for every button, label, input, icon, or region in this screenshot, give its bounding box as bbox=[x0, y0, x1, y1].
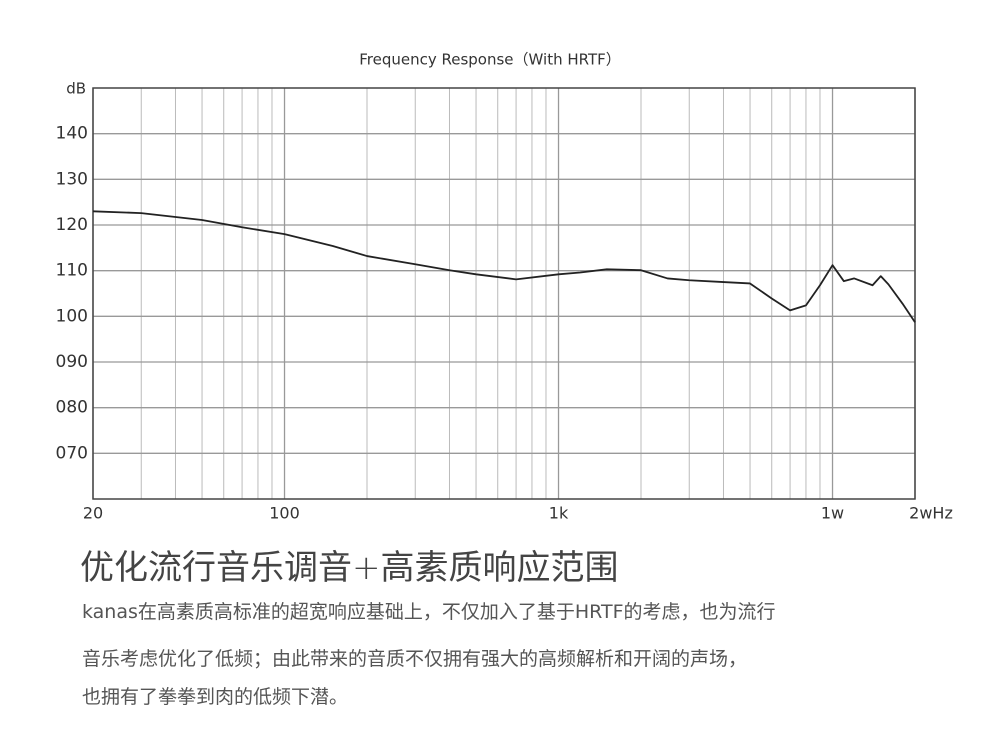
y-tick-label: 120 bbox=[56, 215, 88, 235]
x-tick-label: 1w bbox=[821, 504, 844, 523]
chart-title: Frequency Response（With HRTF） bbox=[359, 51, 621, 69]
y-tick-label: 100 bbox=[56, 306, 88, 326]
paragraph-line: 也拥有了拳拳到肉的低频下潜。 bbox=[82, 686, 349, 708]
x-tick-label: 2wHz bbox=[909, 504, 953, 523]
y-axis-label: dB bbox=[66, 80, 86, 98]
x-tick-label: 100 bbox=[269, 504, 300, 523]
x-tick-label: 20 bbox=[83, 504, 103, 523]
paragraph-line: 音乐考虑优化了低频；由此带来的音质不仅拥有强大的高频解析和开阔的声场， bbox=[82, 648, 748, 670]
chart: Frequency Response（With HRTF） dB 20 100 1k… bbox=[56, 51, 953, 523]
plot-frame bbox=[92, 87, 916, 500]
y-tick-label: 080 bbox=[56, 398, 88, 418]
response-line bbox=[92, 210, 916, 323]
y-tick-label: 130 bbox=[56, 169, 88, 189]
paragraph-line: kanas在高素质高标准的超宽响应基础上，不仅加入了基于HRTF的考虑，也为流行 bbox=[82, 601, 776, 623]
y-tick-label: 090 bbox=[56, 352, 88, 372]
y-tick-label: 110 bbox=[56, 261, 88, 281]
y-tick-label: 070 bbox=[56, 443, 88, 463]
heading: 优化流行音乐调音+高素质响应范围 bbox=[80, 548, 619, 588]
x-tick-label: 1k bbox=[549, 504, 569, 523]
y-tick-label: 140 bbox=[56, 124, 88, 144]
